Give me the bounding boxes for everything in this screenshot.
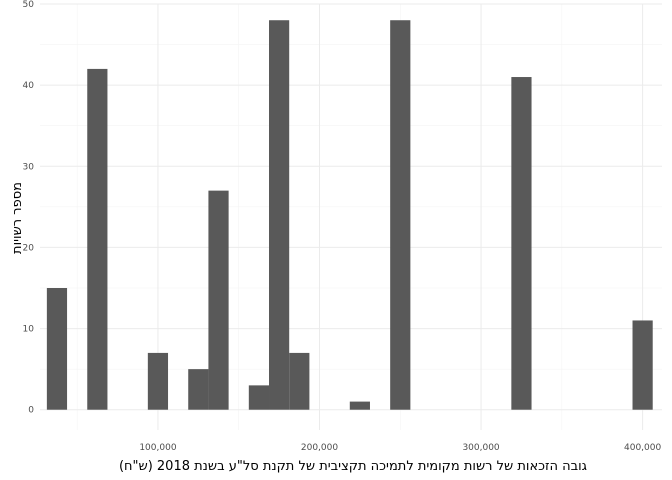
y-tick-label: 50 bbox=[23, 0, 35, 10]
y-tick-label: 20 bbox=[23, 243, 35, 253]
histogram-bar bbox=[289, 352, 310, 410]
histogram-bars bbox=[46, 20, 653, 410]
y-tick-label: 30 bbox=[23, 162, 35, 172]
x-tick-label: 400,000 bbox=[624, 443, 661, 453]
histogram-bar bbox=[188, 369, 209, 410]
y-axis-ticks: 0 10 20 30 40 50 bbox=[23, 0, 35, 416]
x-tick-label: 200,000 bbox=[301, 443, 338, 453]
y-tick-label: 0 bbox=[28, 406, 34, 416]
y-axis-title: מספר רשויות bbox=[10, 182, 25, 254]
histogram-bar bbox=[349, 401, 370, 410]
x-axis-title: גובה הזכאות של רשות מקומית לתמיכה תקציבי… bbox=[119, 459, 587, 474]
histogram-bar bbox=[390, 20, 411, 410]
histogram-bar bbox=[46, 288, 68, 410]
x-axis-ticks: 100,000 200,000 300,000 400,000 bbox=[139, 443, 661, 453]
histogram-bar bbox=[269, 20, 290, 410]
histogram-bar bbox=[147, 352, 169, 410]
histogram-bar bbox=[208, 190, 229, 410]
histogram-bar bbox=[511, 77, 532, 410]
histogram-bar bbox=[87, 68, 108, 410]
major-gridlines bbox=[40, 3, 662, 430]
x-tick-label: 100,000 bbox=[139, 443, 176, 453]
y-tick-label: 40 bbox=[23, 81, 35, 91]
histogram-bar bbox=[248, 385, 270, 410]
minor-gridlines bbox=[40, 4, 662, 430]
x-tick-label: 300,000 bbox=[462, 443, 499, 453]
y-tick-label: 10 bbox=[23, 325, 35, 335]
histogram-bar bbox=[632, 320, 653, 410]
